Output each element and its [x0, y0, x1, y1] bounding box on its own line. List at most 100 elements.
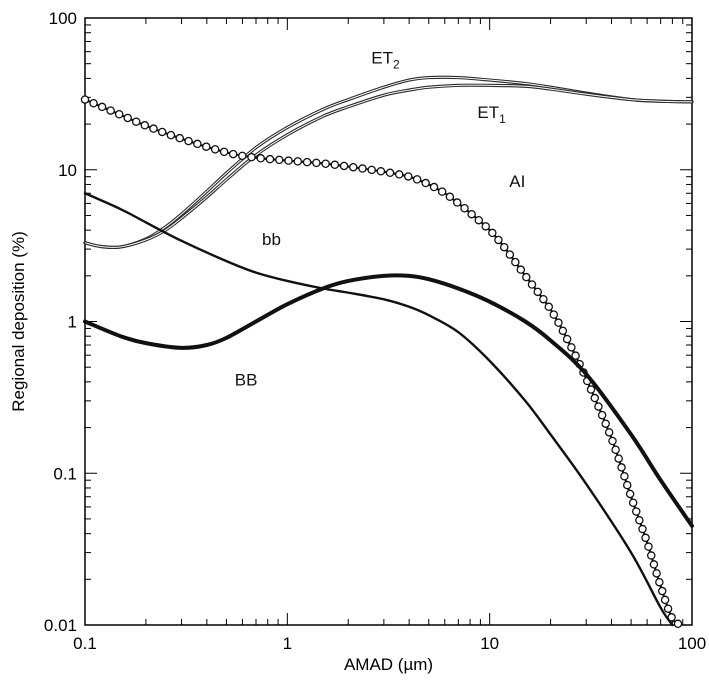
series-ai-marker [131, 117, 141, 126]
series-ai-marker [655, 577, 664, 587]
series-ai-marker [302, 157, 312, 167]
series-ai-marker [157, 127, 167, 137]
series-et1-line-inner [84, 84, 693, 248]
series-ai-marker [412, 175, 422, 184]
series-ai-marker [544, 302, 554, 312]
series-ai-marker [533, 287, 542, 297]
series-ai-marker [452, 198, 462, 207]
plot-frame [84, 17, 693, 626]
series-ai-marker [429, 182, 439, 192]
series-ai-marker [114, 109, 124, 119]
series-ai-marker [210, 145, 220, 154]
series-bb [83, 273, 694, 528]
series-ai-marker [265, 154, 275, 164]
series-ai-marker [149, 124, 158, 133]
series-ai-marker [663, 604, 673, 613]
series-ai-marker [554, 318, 563, 327]
y-tick-label: 0.1 [53, 464, 77, 483]
series-ai-marker [522, 272, 531, 282]
series-label-ai: AI [509, 172, 525, 191]
series-ai-marker [89, 98, 98, 108]
x-tick-label: 10 [480, 634, 499, 653]
series-ai-marker [590, 393, 600, 403]
series-ai-marker [339, 161, 349, 171]
series-ai-marker [539, 294, 548, 304]
series-ai-marker [349, 162, 358, 172]
series-ai-marker [649, 560, 659, 569]
series-label-bb: BB [235, 370, 258, 389]
series-ai-marker [140, 121, 150, 130]
y-tick-label: 1 [68, 313, 77, 332]
series-bb [83, 192, 674, 627]
series-ai-marker [499, 242, 509, 252]
series-layer [80, 75, 694, 629]
series-ai-marker [219, 147, 229, 157]
series-bb-line [83, 192, 674, 627]
series-ai [80, 95, 684, 629]
series-ai-marker [571, 351, 580, 360]
series-ai-marker [97, 102, 107, 112]
series-ai-marker [228, 149, 238, 159]
series-label-et2: ET2 [371, 49, 400, 72]
series-ai-marker [376, 167, 386, 176]
series-ai-marker [628, 498, 638, 507]
x-tick-label: 100 [678, 634, 706, 653]
series-ai-marker [567, 343, 576, 352]
series-ai-marker [293, 157, 303, 166]
series-ai-marker [474, 215, 484, 225]
series-ai-marker [646, 551, 656, 560]
series-ai-marker [614, 454, 623, 463]
series-ai-marker [256, 154, 265, 163]
series-ai-marker [238, 151, 247, 161]
plot-area [84, 17, 693, 626]
series-ai-marker [638, 524, 647, 534]
series-ai-marker [488, 228, 497, 238]
series-ai-marker [644, 542, 653, 551]
series-ai-marker [652, 569, 661, 578]
series-ai-marker [527, 280, 537, 289]
series-ai-marker [657, 586, 667, 596]
series-ai-marker [549, 310, 559, 319]
series-ai-marker [247, 152, 256, 162]
y-tick-label: 100 [49, 9, 77, 28]
y-tick-label: 10 [58, 161, 77, 180]
series-ai-marker [385, 168, 395, 178]
series-ai-marker [494, 235, 503, 245]
series-ai-marker [641, 533, 650, 543]
series-ai-marker [558, 326, 568, 336]
series-ai-marker [617, 463, 626, 472]
series-annotations: ET2 ET1 AI bb BB [235, 49, 526, 390]
series-ai-marker [330, 160, 340, 170]
series-ai-marker [601, 419, 610, 428]
y-axis-title: Regional deposition (%) [9, 231, 28, 412]
series-ai-marker [511, 257, 520, 267]
series-bb-line [83, 273, 694, 528]
series-label-et1: ET1 [477, 103, 506, 126]
series-ai-marker [358, 164, 367, 173]
series-ai-marker [404, 172, 413, 181]
series-ai-marker [367, 165, 376, 175]
series-ai-marker [594, 402, 603, 411]
series-ai-marker [193, 139, 202, 149]
y-tick-label: 0.01 [44, 616, 77, 635]
series-ai-marker [166, 130, 176, 140]
x-axis-title: AMAD (µm) [344, 655, 433, 674]
series-ai-marker [123, 113, 132, 123]
series-ai-marker [80, 95, 90, 104]
series-ai-marker [622, 480, 632, 490]
series-ai-marker [394, 170, 404, 179]
x-tick-label: 0.1 [73, 634, 97, 653]
series-ai-marker [202, 142, 211, 151]
series-ai-marker [321, 159, 330, 168]
series-ai-marker [586, 385, 596, 394]
series-ai-marker [608, 436, 617, 446]
series-ai-marker [562, 334, 572, 344]
series-ai-marker [673, 619, 683, 629]
series-ai-marker [625, 489, 635, 499]
series-ai-marker [421, 178, 430, 188]
series-ai-marker [175, 133, 184, 143]
series-ai-marker [620, 472, 629, 481]
series-ai-marker [445, 192, 455, 202]
